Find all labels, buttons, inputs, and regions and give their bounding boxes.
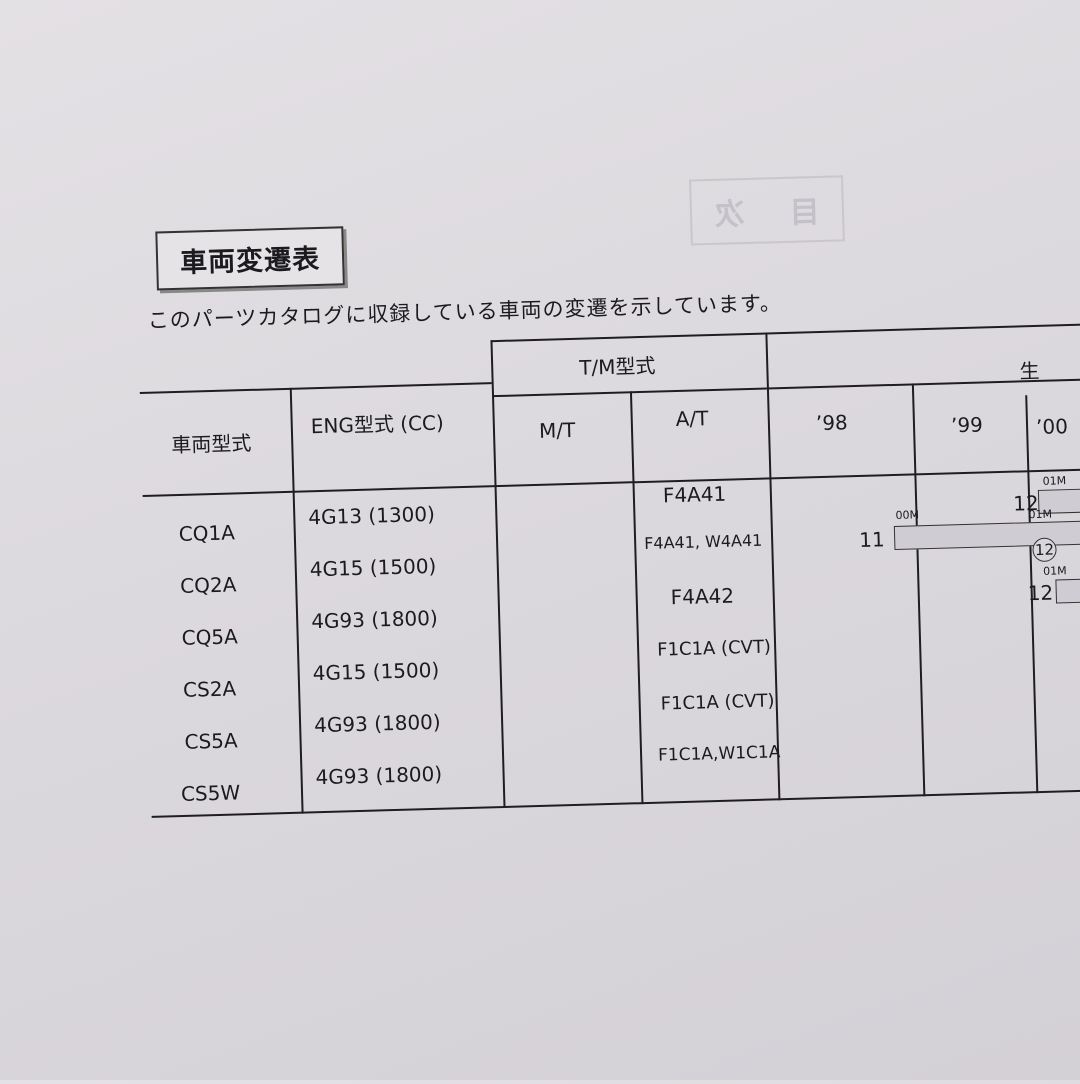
header-year: ’98 [815,410,849,436]
col-divider [911,383,926,797]
engine-cell: 4G93 (1800) [313,709,441,738]
header-at: A/T [675,406,709,432]
change-model-year-label: 01M [1028,507,1053,522]
col-divider [629,391,644,805]
vehicle-history-table: 車両型式 ENG型式 (CC) T/M型式 M/T A/T 生 ’98 ’99 … [139,320,1080,819]
change-month-circle: 12 [1032,537,1057,563]
production-bar [1055,574,1080,604]
header-production: 生 [1019,358,1040,384]
at-cell: F1C1A (CVT) [656,636,772,661]
show-through-heading: 目 次 [689,175,845,246]
header-bottom-border [142,465,1080,497]
at-cell: F1C1A (CVT) [660,690,775,715]
table-top-border [490,320,1080,343]
col-divider [490,340,506,809]
ghost-char: 目 [789,194,821,231]
header-mt: M/T [538,417,576,443]
engine-cell: 4G15 (1500) [309,553,437,582]
col-divider [289,387,304,814]
header-model: 車両型式 [170,430,252,458]
model-cell: CS2A [182,676,237,702]
model-cell: CS5A [184,728,238,754]
at-cell: F4A41 [662,481,727,508]
model-cell: CQ5A [181,624,239,650]
model-cell: CQ2A [179,572,237,598]
engine-cell: 4G93 (1800) [315,761,443,790]
at-cell: F4A42 [670,583,735,610]
ghost-char: 次 [714,197,746,233]
model-year-label: 01M [1042,474,1067,488]
header-engine: ENG型式 (CC) [310,410,445,439]
month-label: 11 [858,527,885,552]
month-label: 12 [1027,580,1054,606]
intro-text: このパーツカタログに収録している車両の変遷を示しています。 [147,291,783,333]
table-top-border [139,382,492,395]
col-divider [765,332,781,801]
model-cell: CQ1A [178,520,236,546]
header-tm: T/M型式 [578,353,656,380]
at-cell: F1C1A,W1C1A [657,742,781,766]
table-bottom-border [151,786,1080,818]
model-year-label: 01M [1042,564,1067,578]
section-title: 車両変遷表 [155,226,345,291]
model-cell: CS5W [180,780,241,807]
at-cell: F4A41, W4A41 [643,530,763,553]
engine-cell: 4G15 (1500) [312,657,440,686]
header-year: ’99 [950,412,984,438]
model-year-label: 00M [895,508,920,522]
engine-cell: 4G13 (1300) [308,501,436,530]
header-year: ’00 [1035,414,1069,439]
engine-cell: 4G93 (1800) [310,605,439,634]
